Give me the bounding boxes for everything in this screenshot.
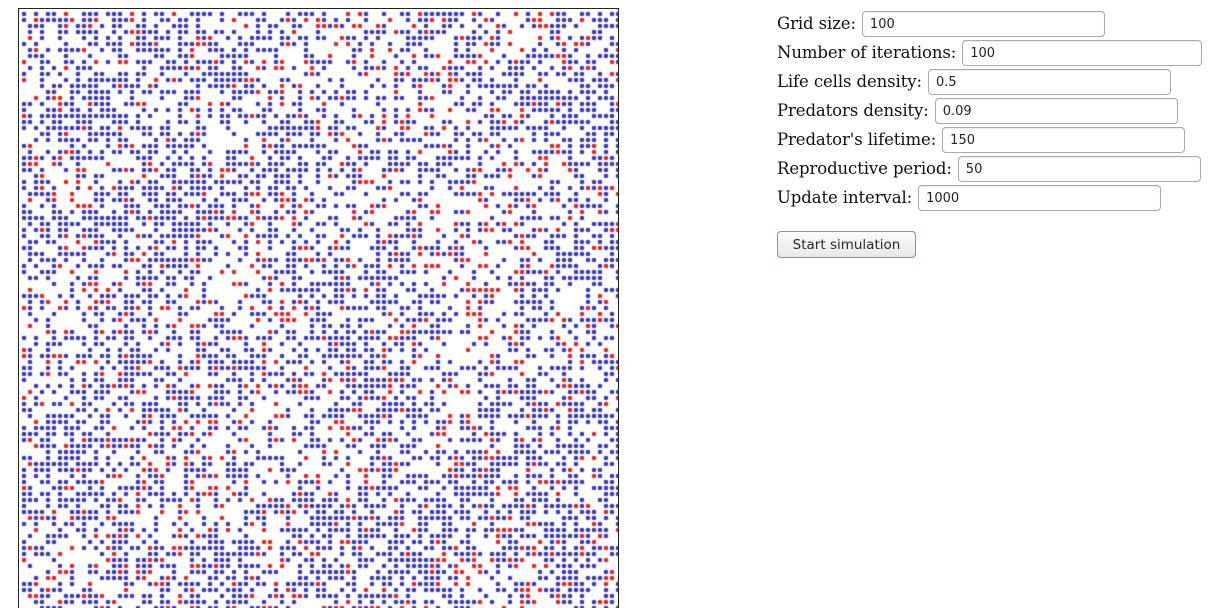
grid-size-label: Grid size: [777, 14, 856, 33]
iterations-label: Number of iterations: [777, 43, 957, 62]
start-simulation-button[interactable]: Start simulation [777, 231, 916, 258]
life-density-row: Life cells density: [777, 67, 1202, 96]
predator-lifetime-input[interactable] [942, 126, 1186, 153]
grid-size-input[interactable] [861, 10, 1105, 37]
reproductive-period-label: Reproductive period: [777, 159, 952, 178]
predator-density-input[interactable] [934, 97, 1178, 124]
predator-density-label: Predators density: [777, 101, 929, 120]
settings-form: Grid size: Number of iterations: Life ce… [777, 9, 1202, 258]
predator-density-row: Predators density: [777, 96, 1202, 125]
grid-canvas [21, 11, 618, 608]
update-interval-label: Update interval: [777, 188, 913, 207]
iterations-row: Number of iterations: [777, 38, 1202, 67]
grid-size-row: Grid size: [777, 9, 1202, 38]
reproductive-period-input[interactable] [957, 155, 1201, 182]
simulation-grid [18, 8, 619, 608]
predator-lifetime-label: Predator's lifetime: [777, 130, 937, 149]
iterations-input[interactable] [962, 39, 1202, 66]
update-interval-row: Update interval: [777, 183, 1202, 212]
reproductive-period-row: Reproductive period: [777, 154, 1202, 183]
predator-lifetime-row: Predator's lifetime: [777, 125, 1202, 154]
update-interval-input[interactable] [918, 184, 1162, 211]
life-density-label: Life cells density: [777, 72, 922, 91]
life-density-input[interactable] [927, 68, 1171, 95]
